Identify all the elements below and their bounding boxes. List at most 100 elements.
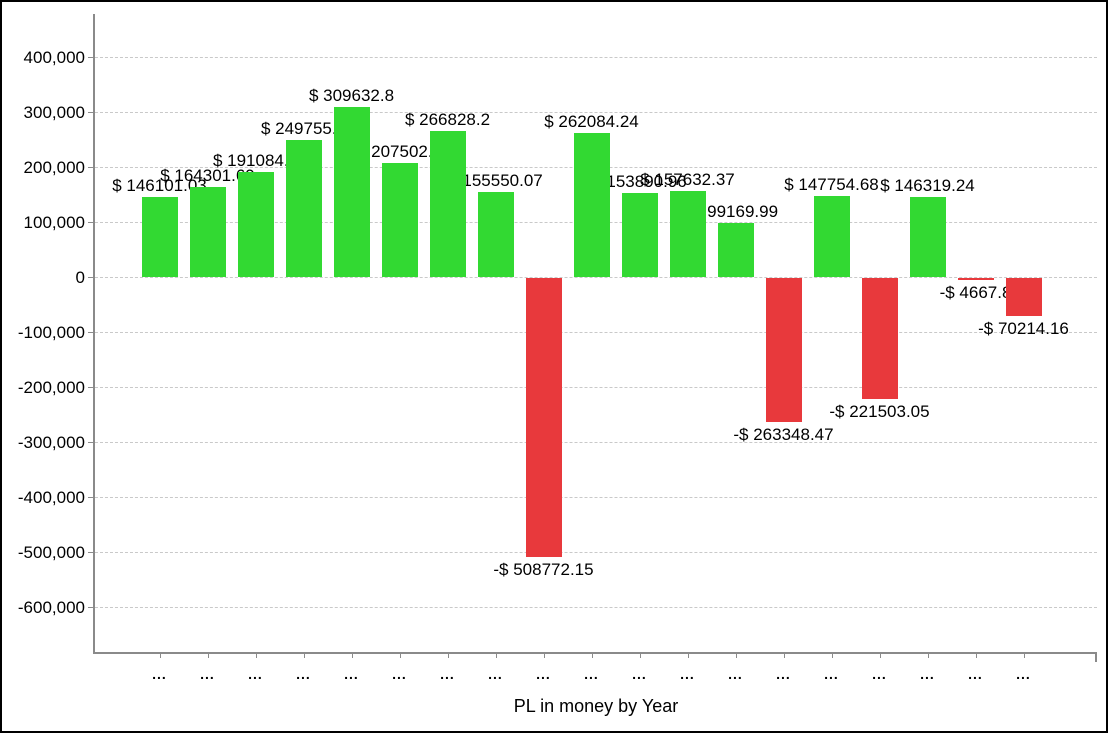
bar-value-label: $ 191084.8 [212,151,299,171]
bar-value-label: -$ 4667.8 [939,283,1012,303]
y-tick-mark [88,277,95,278]
x-tick-mark [927,652,929,658]
bar-value-label: -$ 508772.15 [493,560,594,580]
x-tick-mark [255,652,257,658]
y-tick-label: 400,000 [23,47,85,67]
bar-value-label: $ 147754.68 [784,175,879,195]
y-tick-label: 200,000 [23,157,85,177]
x-category-label: ... [968,666,983,682]
x-category-label: ... [728,666,743,682]
y-grid-line [95,552,1097,553]
x-category-label: ... [872,666,887,682]
y-tick-mark [88,552,95,553]
bar-value-label: $ 164301.69 [160,166,255,186]
y-tick-label: -300,000 [17,432,85,452]
bar-positive [477,191,514,278]
y-tick-label: -200,000 [17,377,85,397]
y-grid-line [95,277,1097,278]
bar-value-label: $ 309632.8 [308,86,395,106]
y-grid-line [95,387,1097,388]
x-tick-mark [831,652,833,658]
x-category-label: ... [200,666,215,682]
x-category-label: ... [392,666,407,682]
y-tick-mark [88,332,95,333]
y-tick-mark [88,607,95,608]
bar-negative [765,277,802,423]
x-tick-mark [591,652,593,658]
x-tick-mark [639,652,641,658]
x-category-label: ... [488,666,503,682]
bar-value-label: $ 146101.03 [112,176,207,196]
y-axis-line [93,14,95,654]
bar-negative [861,277,898,400]
x-tick-mark [1023,652,1025,658]
bar-value-label: $ 262084.24 [544,112,639,132]
bar-value-label: $ 99169.99 [692,201,779,221]
x-category-label: ... [248,666,263,682]
bar-value-label: -$ 70214.16 [978,319,1069,339]
y-tick-mark [88,57,95,58]
x-tick-mark [543,652,545,658]
x-axis-line [93,652,1097,654]
x-category-label: ... [440,666,455,682]
x-category-label: ... [152,666,167,682]
bar-positive [909,197,946,278]
x-category-label: ... [632,666,647,682]
x-tick-mark [783,652,785,658]
bar-positive [237,172,274,278]
bar-negative [525,277,562,558]
y-tick-mark [88,167,95,168]
y-grid-line [95,442,1097,443]
y-tick-label: 100,000 [23,212,85,232]
y-tick-mark [88,112,95,113]
y-tick-mark [88,222,95,223]
y-tick-mark [88,442,95,443]
x-category-label: ... [344,666,359,682]
bar-positive [189,187,226,278]
y-tick-label: -500,000 [17,542,85,562]
bar-value-label: -$ 263348.47 [733,425,834,445]
bar-positive [333,107,370,278]
x-tick-mark [159,652,161,658]
x-category-label: ... [920,666,935,682]
y-tick-label: -100,000 [17,322,85,342]
bar-value-label: $ 146319.24 [880,176,975,196]
x-axis-title: PL in money by Year [513,696,679,716]
bar-value-label: $ 249755.3 [260,119,347,139]
axis-end-tick [1095,652,1097,662]
y-tick-label: -600,000 [17,597,85,617]
y-tick-label: 0 [75,267,85,287]
x-tick-mark [303,652,305,658]
y-tick-label: 300,000 [23,102,85,122]
x-tick-mark [735,652,737,658]
bar-value-label: $ 153890.96 [592,171,687,191]
bar-positive [285,140,322,278]
bar-negative [957,277,994,281]
bar-positive [429,130,466,278]
x-tick-mark [207,652,209,658]
bar-positive [621,192,658,278]
y-grid-line [95,57,1097,58]
y-grid-line [95,332,1097,333]
y-tick-mark [88,387,95,388]
x-tick-mark [495,652,497,658]
bar-positive [669,190,706,278]
bar-value-label: $ 266828.2 [404,109,491,129]
bar-value-label: $ 157632.37 [640,169,735,189]
y-grid-line [95,112,1097,113]
bar-positive [141,197,178,278]
bar-value-label: $ 155550.07 [448,170,543,190]
bar-value-label: $ 207502.1 [356,142,443,162]
x-category-label: ... [296,666,311,682]
x-tick-mark [447,652,449,658]
x-category-label: ... [776,666,791,682]
bar-positive [573,133,610,278]
y-grid-line [95,607,1097,608]
x-category-label: ... [680,666,695,682]
x-tick-mark [399,652,401,658]
x-category-label: ... [824,666,839,682]
x-tick-mark [351,652,353,658]
x-tick-mark [975,652,977,658]
